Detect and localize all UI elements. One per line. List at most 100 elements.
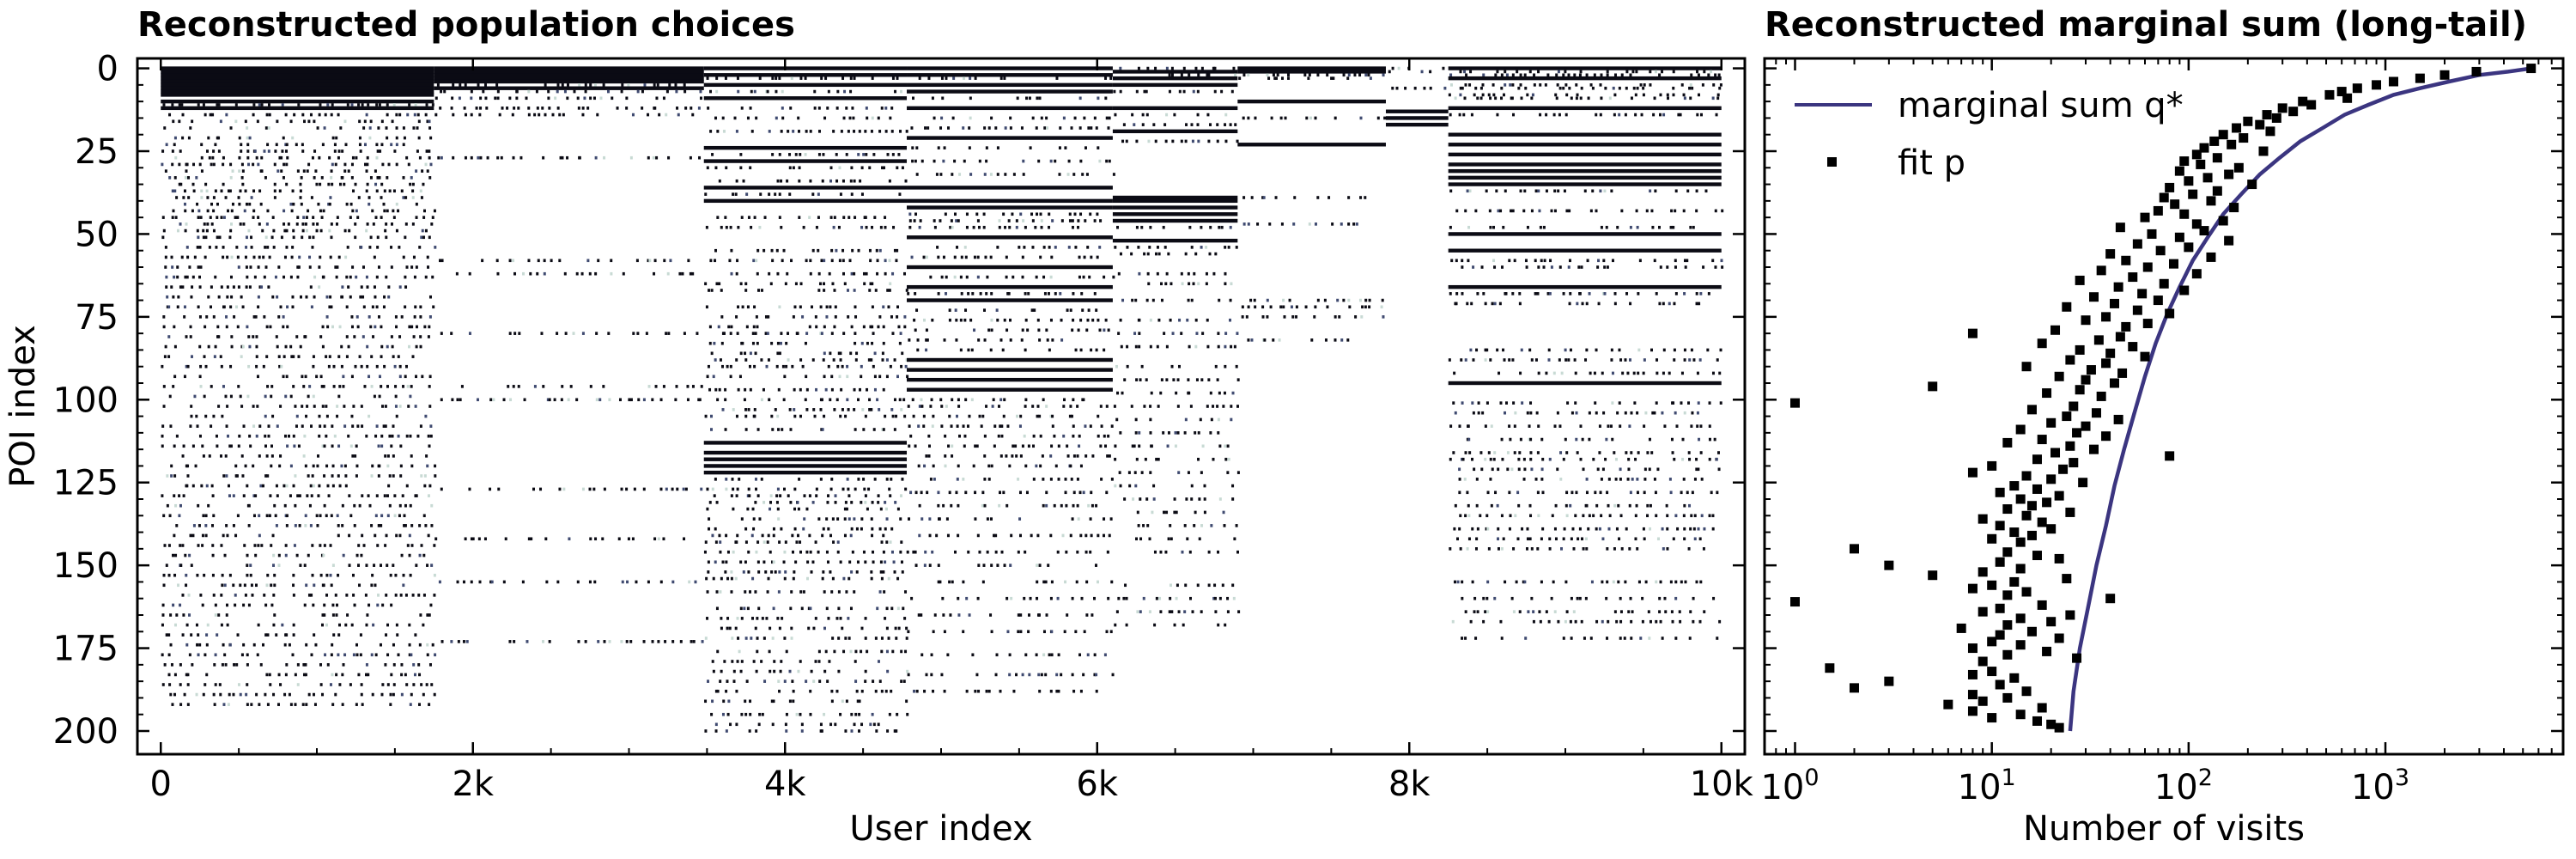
heatmap-cell-band bbox=[161, 82, 434, 88]
heatmap-cell bbox=[674, 398, 677, 402]
heatmap-cell bbox=[822, 358, 825, 362]
heatmap-cell bbox=[1564, 83, 1568, 87]
heatmap-cell bbox=[1591, 86, 1595, 90]
heatmap-cell bbox=[1261, 305, 1265, 309]
heatmap-cell bbox=[1224, 623, 1227, 627]
heatmap-cell bbox=[1235, 246, 1238, 249]
heatmap-cell bbox=[1249, 298, 1253, 302]
heatmap-cell bbox=[212, 149, 216, 153]
heatmap-cell bbox=[764, 315, 768, 319]
heatmap-cell bbox=[899, 550, 902, 554]
heatmap-cell bbox=[252, 113, 255, 117]
heatmap-cell bbox=[1629, 73, 1632, 77]
heatmap-cell bbox=[185, 169, 188, 173]
heatmap-cell bbox=[283, 434, 287, 438]
heatmap-cell bbox=[1673, 457, 1676, 461]
heatmap-cell bbox=[527, 259, 531, 263]
heatmap-cell bbox=[225, 325, 228, 329]
heatmap-cell bbox=[1684, 259, 1687, 263]
heatmap-cell bbox=[830, 478, 834, 481]
heatmap-cell bbox=[535, 89, 538, 94]
heatmap-cell bbox=[304, 673, 307, 677]
heatmap-cell bbox=[343, 464, 347, 468]
heatmap-cell bbox=[235, 246, 239, 249]
heatmap-cell bbox=[1595, 411, 1598, 415]
heatmap-cell bbox=[1522, 209, 1526, 213]
heatmap-cell bbox=[226, 255, 229, 259]
heatmap-cell bbox=[317, 494, 320, 497]
heatmap-cell bbox=[884, 501, 887, 504]
heatmap-cell bbox=[184, 275, 187, 279]
heatmap-cell bbox=[276, 295, 279, 299]
heatmap-cell bbox=[860, 626, 864, 631]
heatmap-cell bbox=[1689, 96, 1692, 101]
heatmap-cell bbox=[906, 712, 909, 716]
heatmap-cell bbox=[1050, 444, 1054, 448]
heatmap-cell bbox=[533, 113, 537, 117]
heatmap-cell bbox=[1658, 73, 1662, 77]
heatmap-cell bbox=[1086, 653, 1090, 657]
heatmap-cell bbox=[1567, 358, 1571, 362]
heatmap-cell bbox=[1079, 348, 1083, 352]
heatmap-cell bbox=[1033, 308, 1036, 312]
heatmap-cell-band bbox=[907, 73, 1113, 77]
heatmap-cell bbox=[833, 216, 836, 219]
heatmap-cell bbox=[410, 692, 413, 697]
heatmap-cell bbox=[1557, 189, 1560, 193]
heatmap-cell bbox=[993, 444, 996, 448]
heatmap-cell bbox=[896, 576, 900, 581]
heatmap-cell bbox=[643, 83, 647, 87]
heatmap-cell bbox=[1118, 471, 1121, 474]
heatmap-cell bbox=[799, 76, 803, 80]
heatmap-cell bbox=[1149, 318, 1152, 322]
heatmap-cell bbox=[691, 271, 695, 276]
heatmap-cell bbox=[1603, 189, 1607, 193]
heatmap-cell bbox=[1113, 405, 1116, 408]
heatmap-cell bbox=[885, 375, 889, 379]
heatmap-cell bbox=[1024, 653, 1028, 657]
heatmap-cell bbox=[319, 103, 322, 107]
heatmap-cell bbox=[191, 182, 195, 186]
heatmap-cell bbox=[951, 173, 954, 176]
heatmap-cell bbox=[222, 643, 225, 647]
heatmap-cell bbox=[793, 387, 796, 392]
heatmap-cell bbox=[1672, 70, 1675, 74]
heatmap-cell bbox=[434, 96, 438, 101]
heatmap-cell bbox=[185, 623, 189, 627]
heatmap-cell bbox=[760, 289, 763, 292]
heatmap-cell bbox=[903, 617, 907, 620]
heatmap-cell bbox=[1680, 83, 1684, 87]
heatmap-cell bbox=[532, 487, 535, 491]
heatmap-cell bbox=[872, 722, 876, 727]
heatmap-cell bbox=[875, 248, 878, 253]
heatmap-cell bbox=[413, 673, 416, 677]
heatmap-cell bbox=[1189, 405, 1193, 408]
heatmap-cell bbox=[827, 494, 830, 497]
heatmap-cell bbox=[985, 405, 988, 408]
heatmap-cell bbox=[1114, 623, 1117, 627]
heatmap-cell bbox=[877, 116, 880, 120]
heatmap-cell bbox=[1134, 344, 1138, 349]
heatmap-cell bbox=[272, 594, 276, 597]
heatmap-cell bbox=[345, 335, 349, 338]
heatmap-cell bbox=[264, 176, 267, 180]
heatmap-cell bbox=[1516, 70, 1519, 74]
heatmap-cell bbox=[799, 387, 802, 392]
heatmap-cell bbox=[477, 155, 480, 160]
heatmap-cell bbox=[767, 358, 770, 362]
heatmap-cell bbox=[1008, 225, 1012, 229]
heatmap-cell bbox=[914, 328, 917, 332]
heatmap-cell bbox=[165, 564, 168, 567]
heatmap-cell bbox=[1696, 371, 1699, 375]
heatmap-cell bbox=[1565, 451, 1569, 454]
heatmap-cell bbox=[989, 173, 993, 176]
heatmap-cell bbox=[325, 434, 328, 438]
heatmap-cell bbox=[392, 454, 395, 458]
heatmap-cell bbox=[354, 454, 357, 458]
heatmap-cell bbox=[395, 162, 398, 167]
heatmap-cell bbox=[627, 83, 630, 87]
heatmap-cell bbox=[1051, 219, 1054, 222]
heatmap-cell bbox=[236, 216, 240, 219]
heatmap-cell bbox=[230, 222, 234, 226]
heatmap-cell bbox=[1334, 315, 1337, 319]
